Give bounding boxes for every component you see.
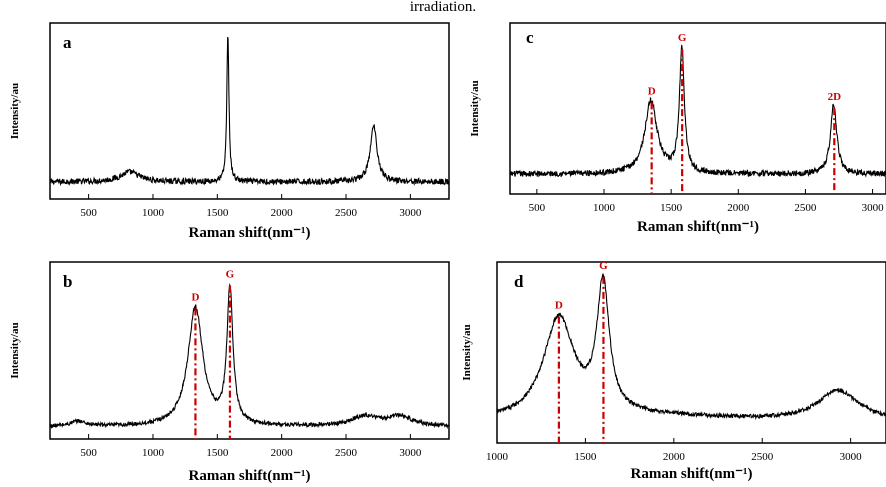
panel-b: 500 1000 1500 2000 2500 3000 D Gb Intensity/au Ra… — [9, 261, 450, 484]
plot-frame — [496, 261, 886, 444]
y-axis-label: Intensity/au — [469, 80, 481, 136]
panel-c: 500 1000 1500 2000 2500 3000 D G 2D c Intensity/au… — [469, 22, 886, 235]
x-tick-label: 1000 — [142, 207, 165, 219]
x-axis-label: Raman shift(nm⁻¹) — [189, 225, 311, 241]
x-tick-label: 2000 — [271, 447, 294, 459]
x-tick-label: 2000 — [663, 451, 686, 463]
peak-label: G — [226, 269, 235, 281]
y-axis-label: Intensity/au — [9, 322, 21, 378]
spectrum-line — [50, 283, 449, 430]
peak-label: D — [555, 300, 563, 312]
x-axis-label: Raman shift(nm⁻¹) — [189, 468, 311, 484]
x-tick-label: 1000 — [593, 202, 616, 214]
panel-letter: b — [63, 272, 72, 291]
spectrum-line — [510, 44, 886, 178]
x-tick-label: 2500 — [751, 451, 774, 463]
x-tick-label: 2000 — [271, 207, 294, 219]
x-tick-label: 1000 — [486, 451, 509, 463]
panel-a: 500 1000 1500 2000 2500 3000 a Intensity/au Rama… — [9, 22, 450, 241]
spectrum-line — [497, 273, 886, 421]
x-tick-label: 3000 — [399, 207, 422, 219]
x-tick-label: 2500 — [335, 447, 358, 459]
x-tick-label: 2500 — [794, 202, 817, 214]
x-tick-label: 1000 — [142, 447, 165, 459]
plot-frame — [49, 261, 450, 440]
panel-letter: a — [63, 33, 72, 52]
panel-d: 1000 1500 2000 2500 3000 D Gd Intensity/au Raman… — [461, 260, 886, 482]
x-tick-label: 1500 — [206, 207, 229, 219]
x-tick-label: 500 — [529, 202, 546, 214]
x-tick-label: 1500 — [660, 202, 683, 214]
peak-label: 2D — [828, 91, 842, 103]
x-tick-label: 1500 — [574, 451, 597, 463]
y-axis-label: Intensity/au — [9, 83, 21, 139]
peak-label: D — [648, 85, 656, 97]
plot-frame — [49, 22, 450, 200]
plot-frame — [509, 22, 886, 195]
x-axis-label: Raman shift(nm⁻¹) — [637, 219, 759, 235]
x-tick-label: 500 — [80, 207, 97, 219]
spectrum-line — [50, 37, 449, 187]
x-axis-label: Raman shift(nm⁻¹) — [631, 466, 753, 482]
x-tick-label: 3000 — [840, 451, 863, 463]
peak-label: G — [678, 32, 687, 44]
x-tick-label: 3000 — [862, 202, 885, 214]
y-axis-label: Intensity/au — [461, 324, 473, 380]
peak-label: G — [599, 260, 608, 272]
x-tick-label: 3000 — [399, 447, 422, 459]
x-tick-label: 500 — [80, 447, 97, 459]
peak-label: D — [191, 291, 199, 303]
x-tick-label: 2500 — [335, 207, 358, 219]
panel-letter: c — [526, 28, 534, 47]
x-tick-label: 2000 — [727, 202, 750, 214]
figure-caption-fragment: irradiation. — [410, 0, 476, 15]
x-tick-label: 1500 — [206, 447, 229, 459]
panel-letter: d — [514, 272, 524, 291]
